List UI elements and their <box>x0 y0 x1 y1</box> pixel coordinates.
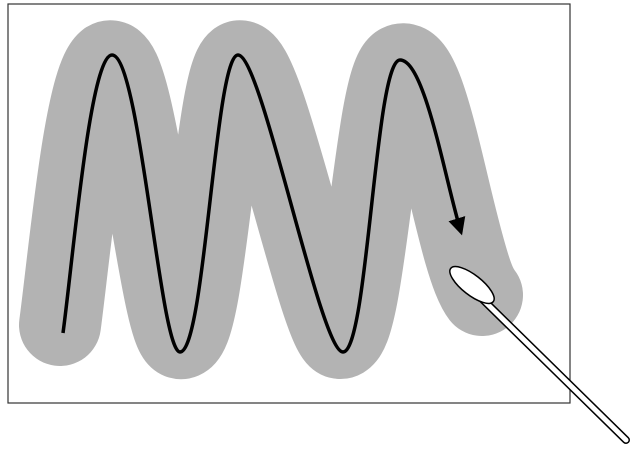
cotton-swab <box>449 265 630 444</box>
swab-tip <box>449 265 495 305</box>
swab-area <box>19 20 523 379</box>
swab-stick <box>465 282 629 443</box>
swab-direction <box>61 53 466 354</box>
